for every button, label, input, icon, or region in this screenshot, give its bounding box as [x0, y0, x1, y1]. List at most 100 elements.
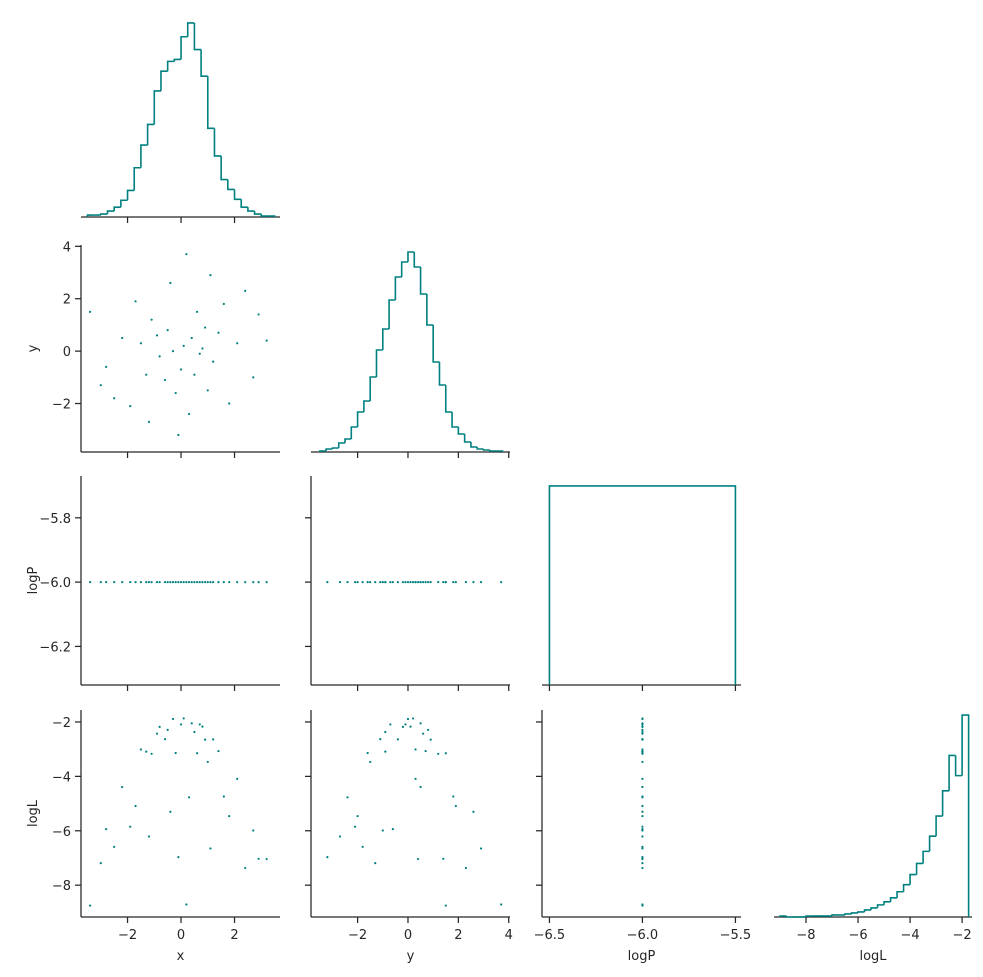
scatter-point — [158, 725, 161, 728]
hist-step — [476, 447, 484, 450]
scatter-point — [361, 845, 364, 848]
scatter-point — [155, 732, 159, 735]
scatter-point — [185, 903, 188, 906]
panel: −6.2 −6.0 −5.8 logP — [26, 476, 280, 691]
scatter-point — [381, 581, 384, 584]
scatter-point — [641, 810, 644, 813]
scatter-point — [464, 581, 468, 584]
scatter-point — [641, 785, 644, 789]
scatter-point — [326, 856, 329, 859]
hist-step — [375, 349, 383, 377]
hist-step — [850, 912, 859, 914]
hist-step — [206, 76, 215, 130]
scatter-point — [113, 581, 116, 584]
scatter-point — [163, 378, 167, 382]
hist-step — [863, 909, 872, 912]
hist-step — [419, 267, 427, 295]
scatter-point — [442, 857, 445, 860]
scatter-point — [150, 581, 153, 584]
scatter-point — [424, 749, 427, 753]
scatter-point — [437, 752, 440, 755]
hist-step — [247, 207, 255, 212]
x-tick-label: −6 — [848, 928, 867, 943]
hist-step — [451, 412, 459, 428]
scatter-point — [228, 581, 231, 584]
hist-step — [548, 485, 737, 685]
x-axis-label: x — [177, 949, 185, 964]
hist-step — [438, 362, 446, 386]
hist-step — [831, 914, 839, 916]
scatter-point — [174, 581, 177, 584]
scatter-point — [171, 350, 175, 353]
scatter-point — [139, 342, 143, 345]
hist-step — [253, 211, 262, 215]
panel — [305, 476, 510, 691]
scatter-point — [384, 730, 387, 734]
scatter-point — [641, 835, 644, 838]
scatter-point — [150, 318, 153, 321]
hist-step — [496, 450, 504, 452]
scatter-point — [641, 814, 644, 818]
scatter-point — [369, 581, 372, 584]
scatter-point — [204, 738, 207, 741]
scatter-point — [257, 313, 260, 316]
hist-step — [153, 90, 161, 125]
scatter-point — [427, 581, 430, 584]
scatter-point — [206, 760, 209, 764]
x-axis-label: logL — [859, 949, 887, 964]
scatter-point — [169, 810, 172, 813]
x-tick-label: 0 — [404, 928, 412, 943]
scatter-point — [134, 804, 137, 808]
scatter-point — [454, 804, 457, 808]
x-tick-label: 4 — [505, 928, 513, 943]
scatter-point — [193, 581, 196, 584]
scatter-point — [222, 795, 225, 798]
scatter-point — [500, 581, 503, 584]
hist-step — [180, 35, 188, 60]
scatter-point — [236, 342, 239, 345]
hist-step — [928, 835, 937, 852]
scatter-point — [198, 352, 201, 355]
scatter-point — [134, 581, 137, 584]
scatter-point — [179, 723, 183, 726]
y-tick-label: 0 — [63, 345, 71, 360]
scatter-point — [212, 360, 215, 363]
scatter-point — [404, 723, 407, 726]
scatter-point — [641, 866, 644, 870]
scatter-point — [464, 866, 468, 870]
scatter-point — [641, 752, 644, 755]
scatter-point — [257, 581, 260, 584]
scatter-point — [641, 723, 644, 726]
y-tick-label: −5.8 — [39, 512, 71, 527]
hist-step — [331, 447, 339, 449]
scatter-point — [452, 581, 455, 584]
scatter-point — [113, 397, 116, 400]
scatter-point — [166, 581, 169, 584]
y-axis-label: y — [26, 344, 41, 352]
hist-step — [785, 915, 793, 918]
hist-step — [200, 49, 208, 77]
scatter-point — [411, 581, 415, 584]
scatter-point — [641, 717, 644, 721]
scatter-point — [134, 300, 137, 303]
y-tick-label: −6.2 — [39, 640, 71, 655]
scatter-point — [99, 384, 102, 387]
scatter-point — [201, 725, 204, 728]
scatter-point — [379, 738, 382, 741]
scatter-point — [401, 725, 405, 728]
scatter-point — [641, 847, 644, 850]
hist-step — [267, 215, 276, 217]
scatter-point — [641, 903, 644, 906]
scatter-point — [641, 845, 644, 848]
scatter-point — [641, 856, 644, 859]
scatter-point — [212, 581, 215, 584]
scatter-point — [121, 336, 124, 340]
scatter-point — [88, 310, 92, 313]
x-axis-label: y — [407, 949, 415, 964]
hist-step — [213, 128, 222, 157]
scatter-point — [374, 581, 377, 584]
scatter-point — [346, 581, 349, 584]
x-tick-label: −2 — [348, 928, 367, 943]
scatter-point — [99, 581, 102, 584]
scatter-point — [121, 785, 124, 789]
